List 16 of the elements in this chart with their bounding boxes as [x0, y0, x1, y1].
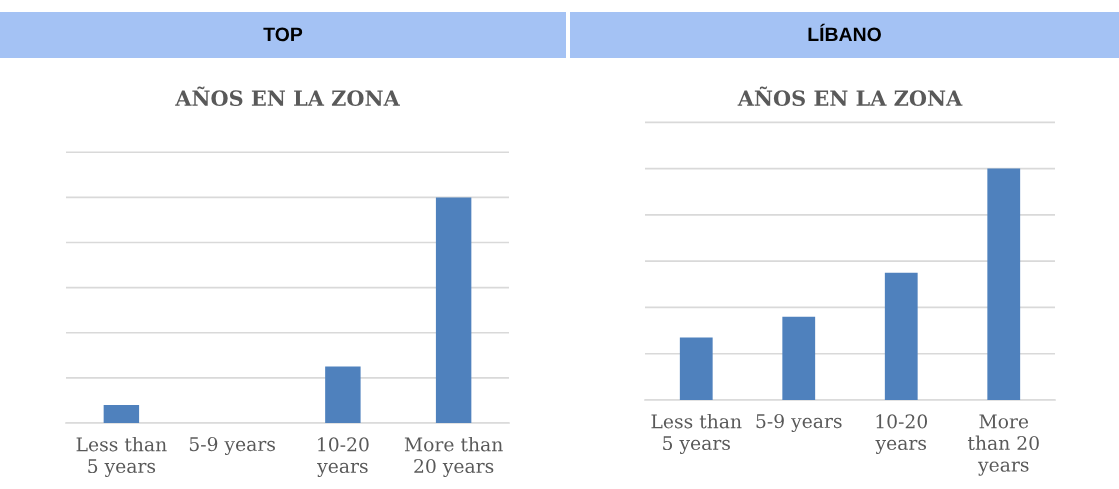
chart-subtitle: AÑOS EN LA ZONA [737, 86, 963, 107]
x-tick-label: 10-20 years [317, 437, 369, 478]
chart-title: TOP [263, 27, 303, 42]
bar [987, 168, 1021, 400]
bar [884, 272, 918, 400]
bar [782, 316, 816, 400]
chart-subtitle: AÑOS EN LA ZONA [175, 86, 400, 107]
x-tick-label: 5-9 years [756, 413, 842, 433]
chart-title: LÍBANO [808, 23, 881, 42]
x-tick-label: More than 20 years [404, 436, 503, 478]
bar [679, 337, 713, 400]
x-tick-label: 10-20 years [875, 414, 928, 455]
x-tick-label: Less than 5 years [651, 413, 742, 455]
x-tick-label: More than 20 years [967, 414, 1039, 476]
x-tick-label: 5-9 years [189, 436, 275, 456]
x-tick-label: Less than 5 years [76, 436, 167, 478]
